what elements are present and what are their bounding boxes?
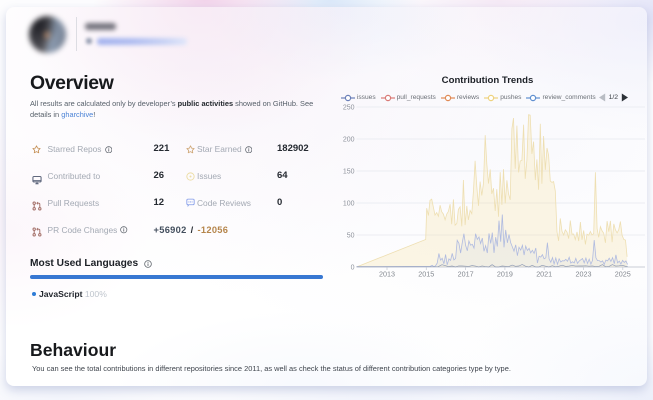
svg-text:2017: 2017	[458, 270, 474, 279]
svg-text:2019: 2019	[497, 270, 513, 279]
svg-text:200: 200	[343, 137, 355, 144]
svg-text:2025: 2025	[615, 270, 631, 279]
svg-text:250: 250	[343, 105, 355, 112]
svg-text:2021: 2021	[536, 270, 552, 279]
svg-text:150: 150	[343, 169, 355, 176]
svg-text:100: 100	[343, 201, 355, 208]
svg-text:50: 50	[347, 233, 355, 240]
svg-text:2023: 2023	[576, 270, 592, 279]
svg-text:0: 0	[351, 265, 355, 272]
svg-text:2013: 2013	[379, 270, 395, 279]
svg-text:2015: 2015	[418, 270, 434, 279]
